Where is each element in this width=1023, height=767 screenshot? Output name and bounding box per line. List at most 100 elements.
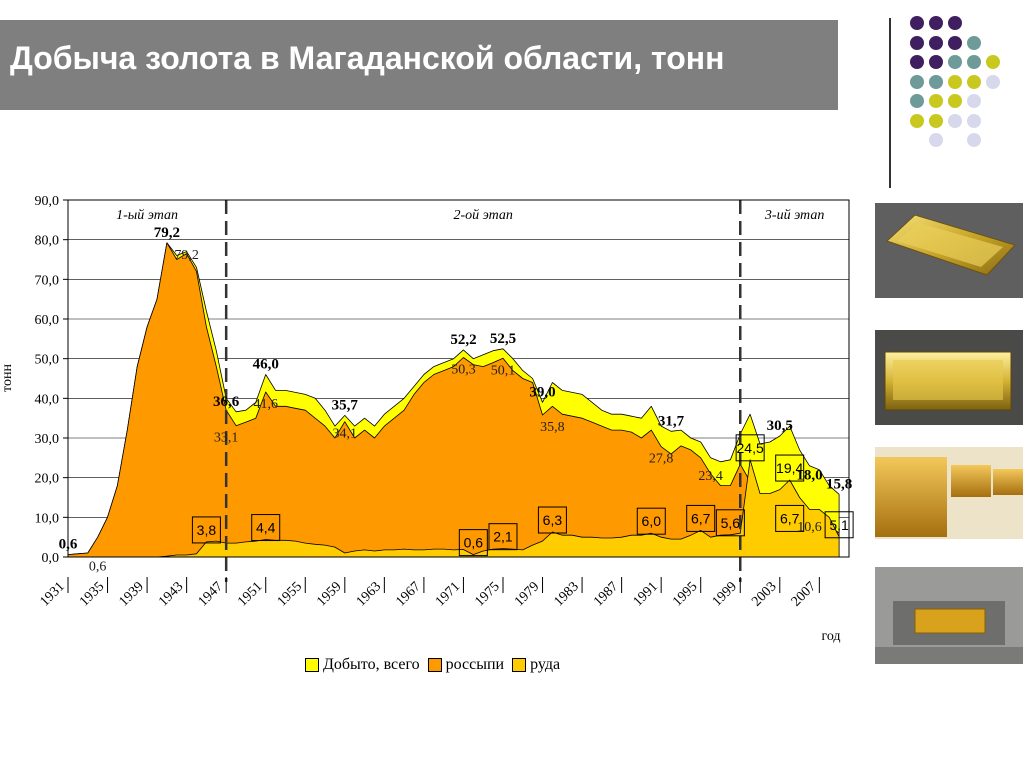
page-title: Добыча золота в Магаданской области, тон… bbox=[10, 40, 725, 76]
x-tick-label: 1935 bbox=[77, 579, 107, 609]
label-placer: 35,8 bbox=[540, 420, 565, 435]
decor-dot bbox=[967, 55, 981, 69]
x-tick-label: 1983 bbox=[551, 579, 581, 609]
series-area bbox=[68, 242, 840, 557]
label-placer: 0,6 bbox=[89, 560, 107, 575]
label-ore-box bbox=[458, 529, 488, 557]
label-ore: 19,4 bbox=[776, 460, 803, 476]
y-tick-label: 50,0 bbox=[35, 353, 60, 368]
decor-dot bbox=[929, 94, 943, 108]
label-ore: 3,8 bbox=[197, 522, 217, 538]
label-ore: 5,1 bbox=[829, 517, 849, 533]
label-ore-box bbox=[715, 509, 745, 537]
x-tick-label: 1951 bbox=[235, 579, 265, 609]
label-total: 52,5 bbox=[490, 331, 516, 347]
label-ore-box bbox=[686, 504, 716, 532]
decor-dot bbox=[967, 74, 981, 89]
label-ore: 6,0 bbox=[642, 513, 662, 529]
legend-item: россыпи bbox=[427, 656, 505, 674]
x-tick-label: 1979 bbox=[512, 579, 542, 609]
x-tick-label: 1955 bbox=[275, 579, 305, 609]
legend-label: руда bbox=[530, 656, 561, 673]
label-ore-box bbox=[191, 516, 221, 544]
decor-dot bbox=[986, 74, 1000, 89]
label-ore-box bbox=[824, 511, 854, 539]
label-total: 36,6 bbox=[213, 394, 240, 410]
series-areas bbox=[68, 242, 840, 557]
decor-dot bbox=[948, 16, 962, 30]
label-ore: 2,1 bbox=[493, 529, 513, 545]
chart-legend: Добыто, всего россыпи руда bbox=[305, 655, 568, 675]
x-tick-label: 1987 bbox=[591, 579, 621, 609]
decor-dot bbox=[910, 35, 924, 50]
x-axis-title: год bbox=[821, 629, 840, 644]
x-tick-label: 1975 bbox=[472, 579, 502, 609]
stage-dividers bbox=[224, 200, 742, 582]
label-ore-box bbox=[488, 523, 518, 551]
label-ore-box bbox=[735, 434, 765, 462]
label-total: 79,2 bbox=[154, 225, 180, 241]
label-total: 31,7 bbox=[658, 413, 685, 429]
decor-dot bbox=[948, 74, 962, 89]
label-total: 52,2 bbox=[450, 332, 476, 348]
gold-bars-stack-photo bbox=[875, 447, 1023, 539]
decor-dot bbox=[967, 35, 981, 50]
legend-swatch bbox=[305, 658, 319, 672]
decor-dot bbox=[929, 55, 943, 69]
label-ore: 6,7 bbox=[780, 510, 800, 526]
label-ore: 6,3 bbox=[543, 512, 563, 528]
y-tick-label: 80,0 bbox=[35, 234, 60, 249]
x-tick-label: 1999 bbox=[710, 579, 740, 609]
label-placer: 33,1 bbox=[214, 431, 239, 446]
y-tick-label: 70,0 bbox=[35, 273, 60, 288]
label-total: 18,0 bbox=[796, 468, 822, 484]
y-tick-label: 60,0 bbox=[35, 313, 60, 328]
legend-item: Добыто, всего bbox=[305, 656, 420, 674]
x-tick-label: 1971 bbox=[433, 579, 463, 609]
label-ore: 5,6 bbox=[721, 515, 741, 531]
label-ore: 0,6 bbox=[464, 535, 484, 551]
label-ore: 4,4 bbox=[256, 520, 276, 536]
label-ore-box bbox=[775, 504, 805, 532]
label-placer: 27,8 bbox=[649, 452, 674, 467]
y-axis: 0,0 10,0 20,0 30,0 40,0 50,0 60,0 70,0 80,0 90,0 bbox=[35, 194, 68, 566]
x-tick-label: 2003 bbox=[749, 579, 779, 609]
label-total: 39,0 bbox=[529, 384, 555, 400]
legend-item: руда bbox=[512, 656, 560, 674]
x-tick-label: 1943 bbox=[156, 579, 186, 609]
data-labels: 0,6 79,2 36,6 46,0 35,7 52,2 52,5 39,0 31,7 30,5 1… bbox=[59, 225, 854, 575]
decor-dot bbox=[967, 113, 981, 128]
decor-dot bbox=[929, 133, 943, 147]
decor-dot bbox=[948, 94, 962, 108]
gold-bar-photo-1 bbox=[875, 203, 1023, 298]
gold-bar-mold-photo bbox=[875, 567, 1023, 664]
legend-label: россыпи bbox=[445, 656, 505, 673]
decor-dot bbox=[910, 74, 924, 89]
stage-label: 1-ый этап bbox=[116, 208, 178, 223]
gold-bar-photo-2 bbox=[875, 330, 1023, 425]
x-tick-label: 1967 bbox=[393, 579, 423, 609]
decor-dot bbox=[929, 113, 943, 128]
x-tick-label: 1991 bbox=[631, 579, 661, 609]
decor-dot bbox=[929, 35, 943, 50]
x-tick-label: 1959 bbox=[314, 579, 344, 609]
decor-dot bbox=[929, 16, 943, 30]
decor-dot bbox=[967, 94, 981, 108]
decor-dot bbox=[910, 16, 924, 30]
decorative-divider bbox=[889, 18, 891, 188]
legend-swatch bbox=[427, 658, 442, 672]
decor-dot bbox=[910, 113, 924, 128]
stage-labels: 1-ый этап 2-ой этап 3-ий этап bbox=[116, 208, 824, 223]
label-placer: 34,1 bbox=[333, 427, 358, 442]
decor-dot bbox=[967, 133, 981, 147]
x-tick-label: 1963 bbox=[354, 579, 384, 609]
x-tick-label: 1931 bbox=[37, 579, 67, 609]
legend-label: Добыто, всего bbox=[323, 656, 420, 673]
y-tick-label: 40,0 bbox=[35, 392, 60, 407]
y-tick-label: 30,0 bbox=[35, 432, 60, 447]
legend-swatch bbox=[512, 658, 527, 672]
plot-frame bbox=[67, 199, 850, 558]
x-tick-label: 1939 bbox=[117, 579, 147, 609]
label-ore: 6,7 bbox=[691, 510, 711, 526]
